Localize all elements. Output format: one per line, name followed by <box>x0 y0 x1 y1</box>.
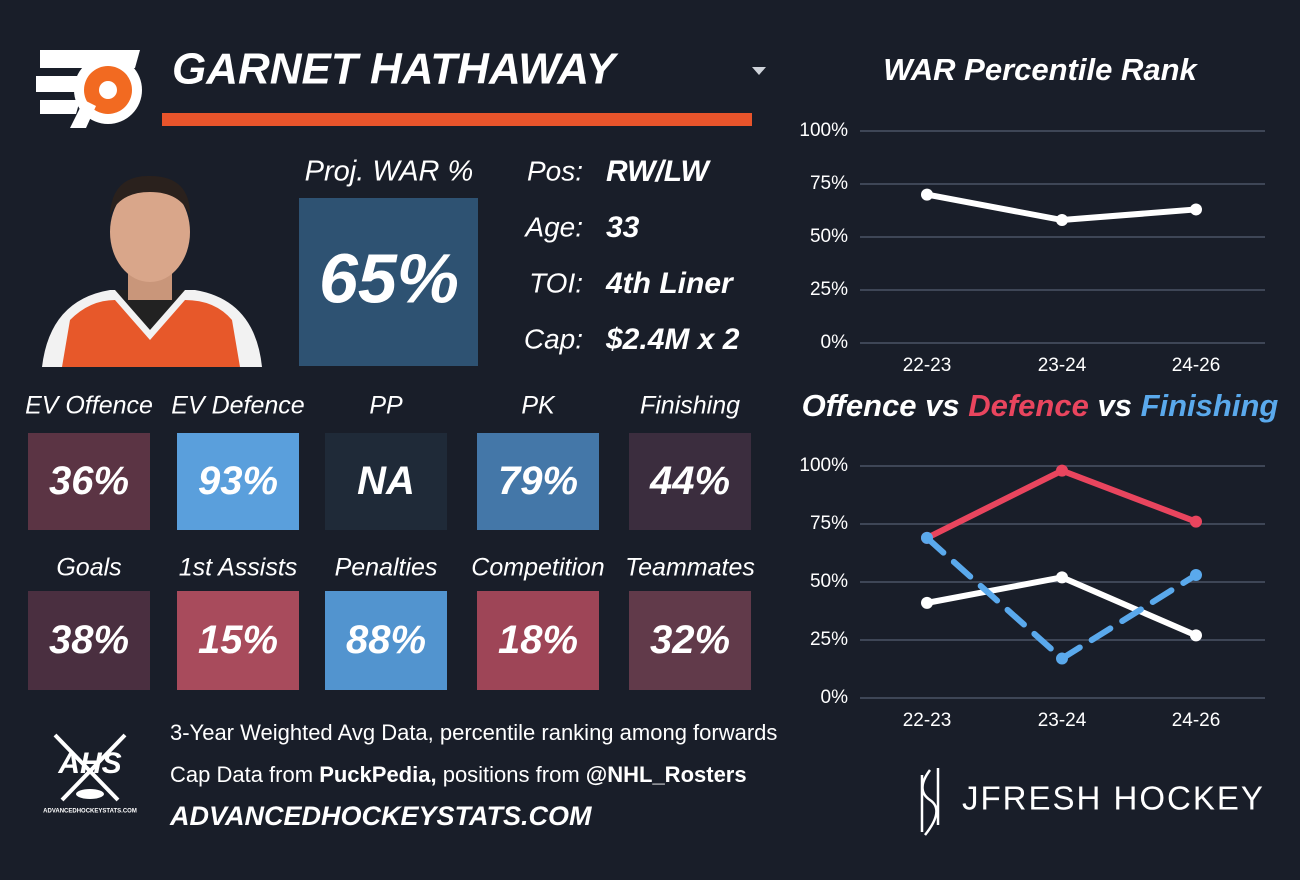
y-tick-label: 100% <box>799 455 848 476</box>
x-tick-label: 22-23 <box>903 355 952 376</box>
tile-box <box>325 591 447 690</box>
footer-source: Cap Data from PuckPedia, positions from … <box>170 762 747 787</box>
tile-value: 44% <box>649 459 730 503</box>
data-point <box>1056 214 1068 227</box>
tile-box <box>325 433 447 530</box>
tile-box <box>629 433 751 530</box>
data-point <box>1190 203 1202 216</box>
name-underline <box>162 113 752 126</box>
tile-label: EV Offence <box>25 392 153 420</box>
info-label: Cap: <box>524 323 583 354</box>
tile-box <box>177 591 299 690</box>
info-label: Pos: <box>527 155 583 186</box>
website[interactable]: ADVANCEDHOCKEYSTATS.COM <box>169 801 592 831</box>
tile-label: PK <box>521 392 556 420</box>
tile-box <box>629 591 751 690</box>
legend-entry: Offence <box>802 388 917 423</box>
tile-label: Finishing <box>640 392 740 420</box>
tile-box <box>177 433 299 530</box>
tile-value: 18% <box>498 618 578 662</box>
dropdown-arrow[interactable] <box>752 67 766 75</box>
chart-title: Offence vs Defence vs Finishing <box>802 388 1279 423</box>
y-tick-label: 75% <box>810 513 848 534</box>
data-point <box>1056 652 1068 665</box>
title-connector: vs <box>1089 388 1141 423</box>
brand: JFRESH HOCKEY <box>962 780 1265 817</box>
info-label: TOI: <box>529 267 583 298</box>
info-label: Age: <box>523 211 583 242</box>
chart-title: WAR Percentile Rank <box>883 52 1198 87</box>
source-link[interactable]: PuckPedia, <box>319 762 436 787</box>
tile-box <box>477 433 599 530</box>
y-tick-label: 100% <box>799 120 848 141</box>
y-tick-label: 50% <box>810 571 848 592</box>
charts: WAR Percentile Rank 0% 25% 50% 75% 100% 22-23 2… <box>799 52 1278 731</box>
info-list: Pos: RW/LW Age: 33 TOI: 4th Liner Cap: $2.4M x … <box>523 155 739 356</box>
y-tick-label: 0% <box>821 332 849 353</box>
tile-value: 15% <box>198 618 278 662</box>
ahs-logo-text: AHS <box>57 747 121 780</box>
y-tick-label: 50% <box>810 226 848 247</box>
data-point <box>1190 515 1202 528</box>
tile-box <box>28 591 150 690</box>
legend-entry: Finishing <box>1141 388 1279 423</box>
x-tick-label: 24-26 <box>1172 355 1221 376</box>
data-point <box>1056 571 1068 584</box>
tile-value: 38% <box>49 618 129 662</box>
player-photo <box>42 175 262 367</box>
tile-label: Competition <box>471 554 604 582</box>
info-value: 33 <box>606 211 640 244</box>
title-connector: vs <box>917 388 969 423</box>
source-text: positions from <box>443 762 580 787</box>
data-point <box>921 596 933 609</box>
y-tick-label: 25% <box>810 279 848 300</box>
tile-value: 36% <box>49 459 129 503</box>
x-tick-label: 23-24 <box>1038 710 1087 731</box>
legend-entry: Defence <box>968 388 1089 423</box>
x-tick-label: 22-23 <box>903 710 952 731</box>
x-tick-label: 24-26 <box>1172 710 1221 731</box>
tile-label: EV Defence <box>171 392 304 420</box>
ahs-logo-subtext: ADVANCEDHOCKEYSTATS.COM <box>43 809 137 815</box>
tile-box <box>28 433 150 530</box>
data-point <box>921 188 933 201</box>
data-point <box>1056 464 1068 477</box>
tile-box <box>477 591 599 690</box>
tile-label: Goals <box>56 554 121 582</box>
tile-label: Teammates <box>625 554 755 582</box>
team-logo <box>36 50 142 128</box>
data-point <box>1190 569 1202 582</box>
tile-value: 79% <box>498 459 578 503</box>
tile-label: 1st Assists <box>179 554 298 582</box>
tile-value: 32% <box>650 618 730 662</box>
data-point <box>1190 629 1202 642</box>
stat-tiles: EV Offence 36% EV Defence 93% PP NA PK 79% Finis… <box>25 392 755 690</box>
y-tick-label: 0% <box>821 687 849 708</box>
source-text: Cap Data from <box>170 762 313 787</box>
y-tick-label: 25% <box>810 629 848 650</box>
info-value: $2.4M x 2 <box>605 323 740 356</box>
projection-box <box>299 198 478 366</box>
info-value: 4th Liner <box>605 267 735 300</box>
info-value: RW/LW <box>606 155 711 188</box>
projection-value: 65% <box>319 239 459 317</box>
tile-label: PP <box>369 392 403 420</box>
player-name: GARNET HATHAWAY <box>172 45 619 94</box>
projection-label: Proj. WAR % <box>305 156 474 188</box>
tile-label: Penalties <box>335 554 438 582</box>
jfresh-logo <box>920 768 940 836</box>
y-tick-label: 75% <box>810 173 848 194</box>
x-tick-label: 23-24 <box>1038 355 1087 376</box>
footer-note: 3-Year Weighted Avg Data, percentile ran… <box>170 720 777 745</box>
ahs-logo: AHS ADVANCEDHOCKEYSTATS.COM <box>43 733 137 815</box>
tile-value: NA <box>357 459 415 503</box>
tile-value: 93% <box>198 459 278 503</box>
data-point <box>921 531 933 544</box>
tile-value: 88% <box>346 618 426 662</box>
source-link[interactable]: @NHL_Rosters <box>586 762 747 787</box>
